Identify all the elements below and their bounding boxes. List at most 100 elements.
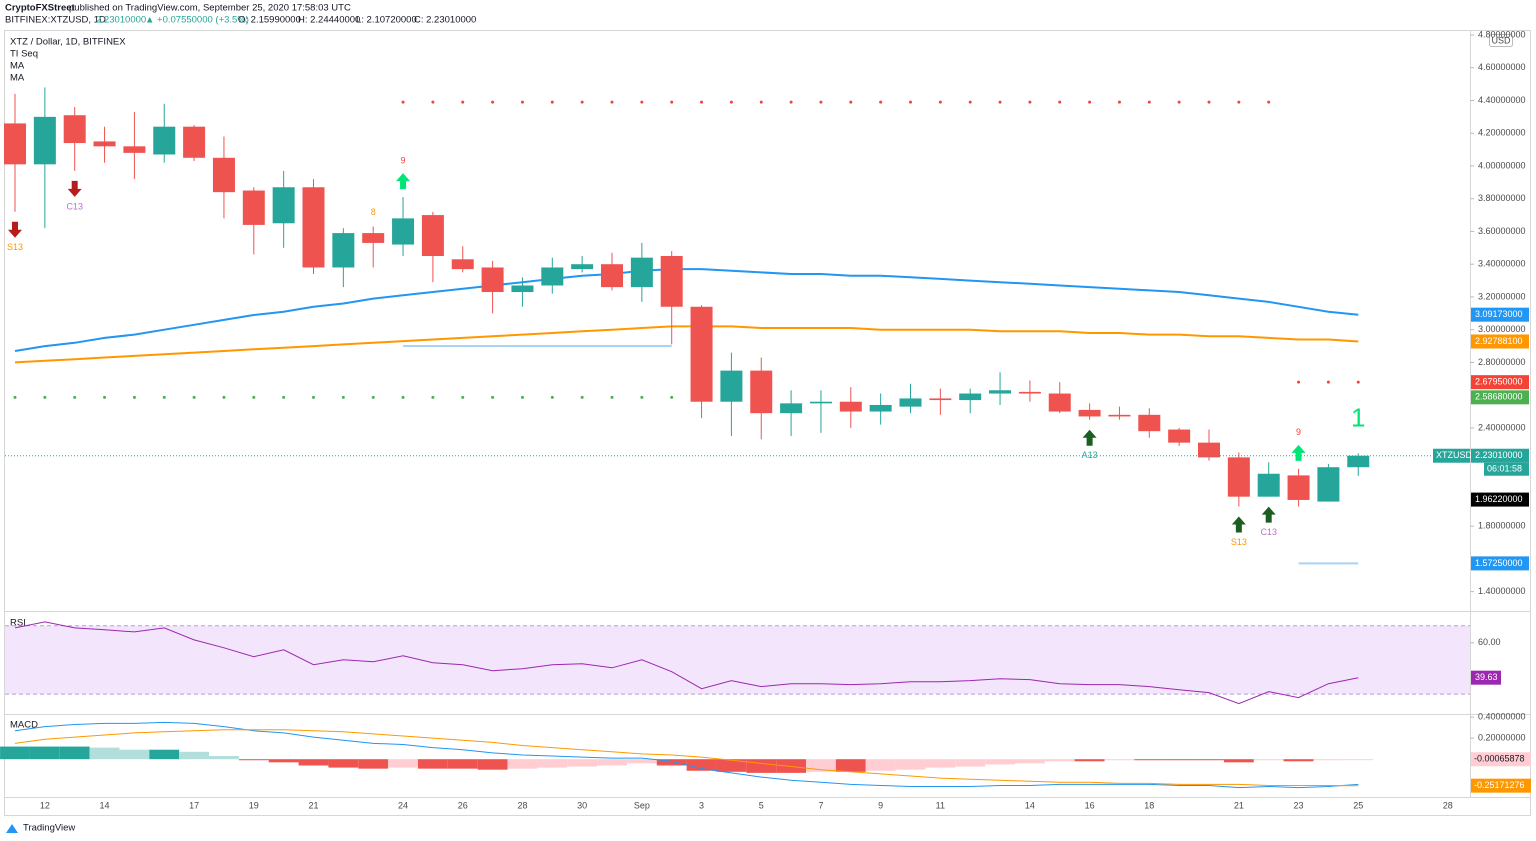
candle-body bbox=[481, 267, 504, 293]
candle-body bbox=[541, 267, 564, 286]
level-label: 2.67950000 bbox=[1475, 377, 1523, 387]
candle-body bbox=[690, 306, 713, 402]
candle-body bbox=[1048, 393, 1071, 412]
macd-histogram-bar bbox=[537, 759, 568, 768]
macd-histogram-bar bbox=[29, 746, 60, 760]
candle-body bbox=[212, 157, 235, 193]
macd-histogram-bar bbox=[179, 751, 210, 760]
y-tick-label: 3.00000000 bbox=[1478, 324, 1526, 334]
level-label-box bbox=[1471, 375, 1529, 390]
macd-histogram-bar bbox=[1313, 759, 1344, 761]
macd-histogram-bar bbox=[1343, 759, 1374, 761]
ma-last-label: 3.09173000 bbox=[1475, 309, 1523, 319]
ma-line bbox=[14, 268, 1359, 352]
macd-histogram-bar bbox=[328, 759, 359, 768]
rsi-band bbox=[5, 625, 1470, 695]
macd-histogram-bar bbox=[1134, 759, 1165, 761]
y-tick-label: 2.80000000 bbox=[1478, 357, 1526, 367]
last-price-label: 2.23010000 bbox=[1475, 450, 1523, 460]
marker-label: 9 bbox=[401, 155, 406, 165]
countdown-box bbox=[1484, 462, 1529, 476]
macd-hist-label: -0.00065878 bbox=[1474, 754, 1525, 764]
candle-body bbox=[1287, 475, 1310, 500]
currency-box[interactable] bbox=[1489, 34, 1513, 47]
countdown: 06:01:58 bbox=[1487, 464, 1522, 474]
x-tick-label: 24 bbox=[398, 800, 408, 810]
y-tick-label: 1.80000000 bbox=[1478, 521, 1526, 531]
marker-label: C13 bbox=[66, 201, 83, 211]
y-tick-label: 4.20000000 bbox=[1478, 128, 1526, 138]
level-label: 1.57250000 bbox=[1475, 558, 1523, 568]
candle-body bbox=[601, 264, 623, 288]
currency[interactable]: USD bbox=[1491, 35, 1511, 45]
macd-histogram-bar bbox=[507, 759, 538, 769]
x-tick-label: 7 bbox=[818, 800, 823, 810]
rsi-last-label: 39.63 bbox=[1475, 672, 1498, 682]
macd-last-box bbox=[1471, 778, 1531, 793]
marker-label: 9 bbox=[1296, 427, 1301, 437]
macd-line bbox=[14, 729, 1359, 787]
candle-body bbox=[809, 401, 832, 404]
author: CryptoFXStreet bbox=[5, 3, 76, 14]
macd-histogram-bar bbox=[895, 759, 926, 770]
macd-histogram-bar bbox=[985, 759, 1015, 765]
x-tick-label: 21 bbox=[1234, 800, 1244, 810]
candle-body bbox=[33, 116, 56, 165]
ohlc-high: H: 2.24440000 bbox=[298, 15, 360, 26]
ma-last-label-box bbox=[1471, 334, 1529, 349]
rsi-line bbox=[14, 621, 1359, 705]
candle-body bbox=[63, 115, 86, 144]
macd-histogram-bar bbox=[149, 749, 180, 760]
candle-body bbox=[302, 187, 325, 268]
y-tick-label: 0.20000000 bbox=[1478, 733, 1526, 743]
rsi-title: RSI bbox=[10, 618, 26, 629]
candle-body bbox=[1018, 391, 1041, 394]
x-tick-label: 28 bbox=[1443, 800, 1453, 810]
macd-histogram-bar bbox=[955, 759, 986, 767]
symbol-box bbox=[1433, 448, 1470, 463]
macd-histogram-bar bbox=[477, 759, 508, 770]
candle-body bbox=[1227, 457, 1250, 497]
y-tick-label: 60.00 bbox=[1478, 637, 1501, 647]
price-label-box bbox=[1471, 492, 1529, 507]
last-price: 2.23010000 bbox=[96, 15, 146, 26]
x-tick-label: 9 bbox=[878, 800, 883, 810]
candle-body bbox=[839, 401, 862, 412]
ma-last-label-box bbox=[1471, 307, 1529, 322]
macd-histogram-bar bbox=[597, 759, 627, 766]
candle-body bbox=[242, 190, 265, 225]
macd-histogram-bar bbox=[865, 759, 896, 771]
x-tick-label: 18 bbox=[1144, 800, 1154, 810]
macd-histogram-bar bbox=[0, 746, 30, 760]
macd-histogram-bar bbox=[358, 759, 389, 769]
macd-histogram-bar bbox=[1044, 759, 1075, 762]
candle-body bbox=[4, 123, 26, 165]
x-tick-label: Sep bbox=[634, 800, 650, 810]
macd-histogram-bar bbox=[89, 747, 120, 760]
macd-histogram-bar bbox=[417, 759, 448, 769]
ohlc-open: O: 2.15990000 bbox=[238, 15, 301, 26]
marker-label: C13 bbox=[1260, 527, 1277, 537]
candle-body bbox=[1168, 429, 1191, 443]
candle-body bbox=[571, 264, 594, 270]
macd-last-label: -0.25171276 bbox=[1474, 780, 1525, 790]
x-tick-label: 23 bbox=[1294, 800, 1304, 810]
y-tick-label: 3.80000000 bbox=[1478, 193, 1526, 203]
macd-histogram-bar bbox=[746, 759, 777, 773]
macd-histogram-bar bbox=[268, 759, 299, 763]
y-tick-label: 1.40000000 bbox=[1478, 586, 1526, 596]
y-tick-label: 3.20000000 bbox=[1478, 291, 1526, 301]
macd-histogram-bar bbox=[209, 756, 239, 760]
footer: TradingView bbox=[23, 823, 75, 834]
x-tick-label: 21 bbox=[308, 800, 318, 810]
candle-body bbox=[1347, 455, 1370, 468]
change: ▲ +0.07550000 (+3.5%) bbox=[145, 15, 249, 26]
candle-body bbox=[780, 403, 803, 414]
logo bbox=[6, 824, 18, 833]
arrow-up bbox=[396, 173, 411, 190]
candle-body bbox=[989, 390, 1012, 394]
candle-body bbox=[929, 398, 952, 401]
macd-histogram-bar bbox=[1104, 759, 1135, 761]
